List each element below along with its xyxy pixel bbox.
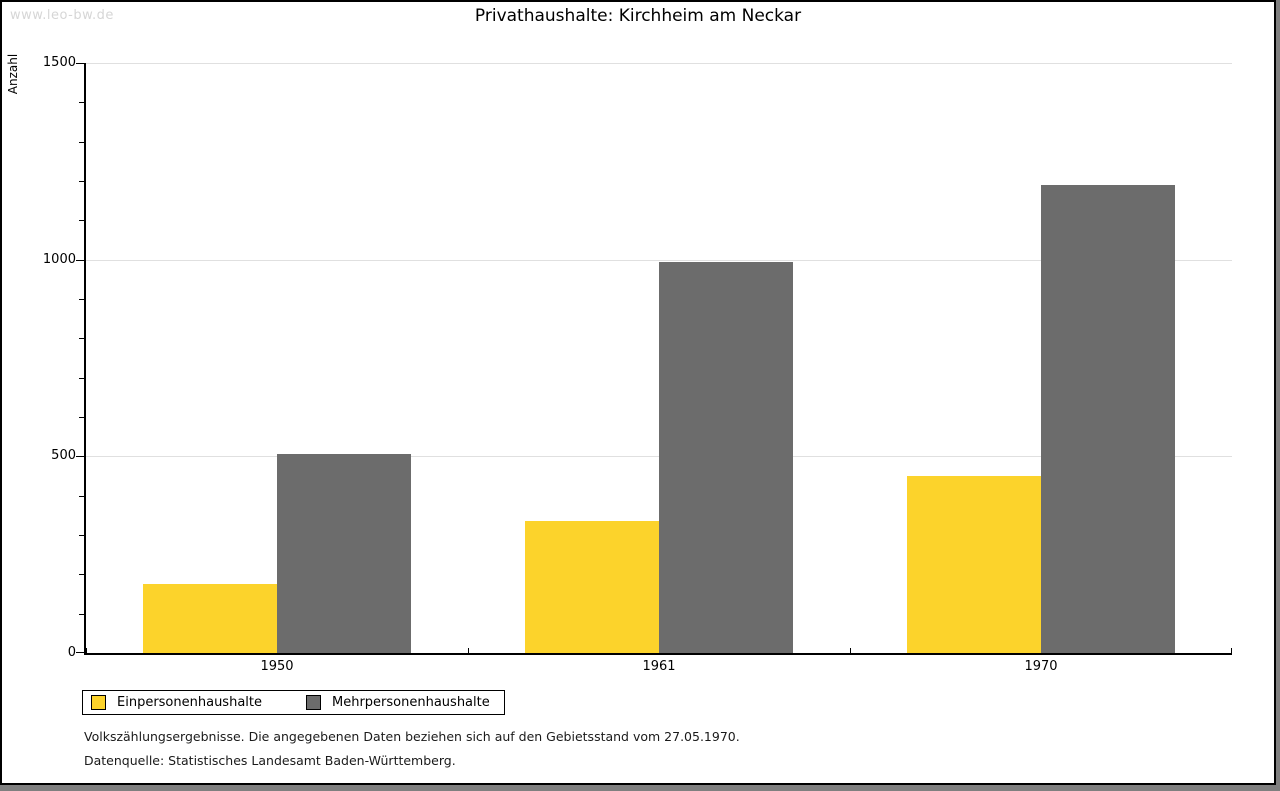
- bar-1961-einpersonenhaushalte: [525, 521, 659, 653]
- y-tick-600: [79, 417, 84, 418]
- y-tick-1100: [79, 220, 84, 222]
- x-axis-tick-2: [850, 648, 851, 653]
- y-tick-1500: [76, 63, 84, 64]
- y-tick-800: [79, 338, 84, 340]
- chart-title: Privathaushalte: Kirchheim am Neckar: [474, 6, 802, 26]
- y-tick-label-1500: 1500: [42, 55, 76, 70]
- bar-1950-einpersonenhaushalte: [143, 584, 277, 653]
- plot-area: 0 500 1000 1500: [43, 56, 1232, 660]
- y-tick-1400: [79, 102, 84, 104]
- bar-1950-mehrpersonenhaushalte: [277, 454, 411, 653]
- x-category-label-1970: 1970: [1024, 659, 1058, 674]
- legend-box: Einpersonenhaushalte Mehrpersonenhaushalt…: [82, 690, 505, 715]
- gridline-y-1000: [86, 259, 1232, 261]
- y-tick-1200: [79, 181, 84, 182]
- bar-1961-mehrpersonenhaushalte: [659, 261, 793, 653]
- y-tick-400: [79, 495, 84, 497]
- y-tick-300: [79, 535, 84, 536]
- y-tick-label-500: 500: [51, 448, 76, 464]
- legend-swatch-mehrpersonenhaushalte: [306, 695, 321, 710]
- y-tick-0: [76, 652, 84, 653]
- legend-item-einpersonenhaushalte: Einpersonenhaushalte: [91, 695, 262, 710]
- y-tick-700: [79, 377, 84, 379]
- y-tick-900: [79, 299, 84, 300]
- gridline-y-1500: [86, 63, 1232, 64]
- y-tick-200: [79, 574, 84, 576]
- legend-item-mehrpersonenhaushalte: Mehrpersonenhaushalte: [306, 695, 490, 710]
- x-category-label-1961: 1961: [642, 659, 676, 674]
- bar-1970-mehrpersonenhaushalte: [1041, 184, 1175, 653]
- y-tick-label-0: 0: [67, 645, 76, 660]
- legend-label-einpersonenhaushalte: Einpersonenhaushalte: [117, 695, 262, 710]
- y-tick-label-1000: 1000: [42, 251, 76, 267]
- y-tick-1000: [76, 259, 84, 261]
- x-axis-tick-0: [86, 648, 87, 653]
- y-tick-500: [76, 456, 84, 458]
- x-category-label-1950: 1950: [260, 659, 294, 674]
- watermark-text: www.leo-bw.de: [10, 8, 114, 23]
- bar-1970-einpersonenhaushalte: [907, 476, 1041, 653]
- footnote-data-source: Datenquelle: Statistisches Landesamt Bad…: [84, 753, 456, 768]
- legend-label-mehrpersonenhaushalte: Mehrpersonenhaushalte: [332, 695, 490, 710]
- y-tick-1300: [79, 141, 84, 143]
- x-axis-tick-3: [1231, 648, 1232, 653]
- legend-swatch-einpersonenhaushalte: [91, 695, 106, 710]
- y-axis-title: Anzahl: [6, 53, 20, 95]
- y-tick-100: [79, 613, 84, 615]
- footnote-source-note: Volkszählungsergebnisse. Die angegebenen…: [84, 729, 740, 744]
- footnotes: Volkszählungsergebnisse. Die angegebenen…: [84, 729, 740, 777]
- x-axis-tick-1: [468, 648, 469, 653]
